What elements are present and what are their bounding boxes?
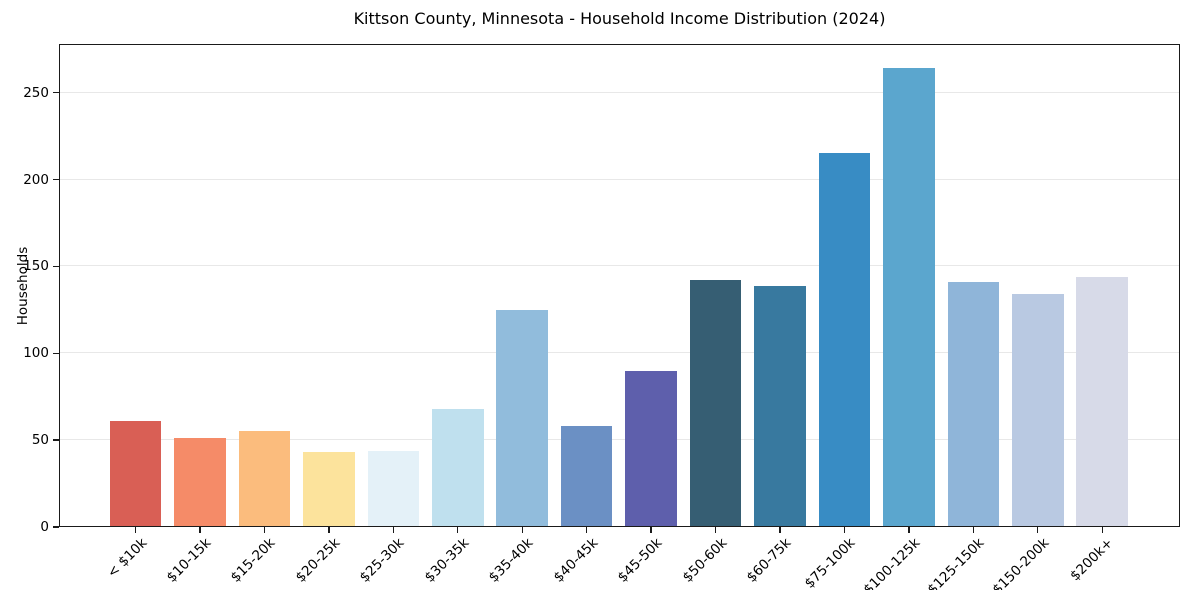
gridline-y-150 [59,265,1180,267]
x-tick-mark-6 [521,527,523,533]
y-tick-label-200: 200 [23,171,49,188]
x-tick-mark-7 [585,527,588,533]
bar-25-30k [367,450,420,527]
bar-45-50k [625,370,677,527]
bar-60-75k [754,285,806,527]
x-tick-mark-5 [457,527,459,533]
x-tick-mark-12 [908,527,910,533]
bar-20-25k [303,452,355,527]
x-tick-mark-8 [650,527,652,533]
bar-40-45k [560,426,613,527]
y-tick-label-50: 50 [31,432,49,449]
bar-100-125k [883,68,935,527]
y-tick-label-250: 250 [23,84,49,101]
y-tick-mark-250 [53,91,59,94]
y-axis-label: Households [15,246,31,326]
gridline-y-100 [59,352,1180,354]
plot-area [59,44,1180,527]
x-tick-mark-3 [328,527,330,533]
gridline-y-250 [59,91,1180,93]
x-tick-mark-9 [714,527,717,533]
y-tick-mark-50 [53,439,59,441]
bar-150-200k [1012,294,1064,527]
bar-50-60k [689,280,742,527]
y-tick-mark-200 [53,178,59,181]
bar-35-40k [496,309,548,527]
x-tick-mark-15 [1101,527,1103,533]
y-tick-mark-0 [53,526,59,528]
gridline-y-50 [59,439,1180,441]
bar-125-150k [947,282,1000,527]
bar-10-15k [174,438,226,527]
gridline-y-200 [59,178,1180,180]
y-tick-label-100: 100 [23,345,49,362]
bar-10k [109,421,162,527]
x-tick-mark-4 [392,527,395,533]
chart-title: Kittson County, Minnesota - Household In… [353,9,886,28]
bar-75-100k [818,153,871,527]
x-tick-mark-10 [779,527,781,533]
x-tick-mark-13 [972,527,974,533]
y-tick-label-150: 150 [23,258,49,275]
y-tick-label-0: 0 [40,519,49,535]
bar-15-20k [238,431,291,527]
x-tick-label-10k: < $10k [103,535,150,582]
x-tick-mark-2 [263,527,266,533]
y-tick-mark-150 [53,265,59,268]
x-tick-mark-0 [134,527,137,533]
bar-30-35k [432,408,484,527]
bar-200k [1076,276,1128,527]
x-tick-mark-11 [843,527,846,533]
x-tick-mark-1 [199,527,201,533]
y-tick-mark-100 [53,352,59,354]
x-tick-mark-14 [1037,527,1039,533]
